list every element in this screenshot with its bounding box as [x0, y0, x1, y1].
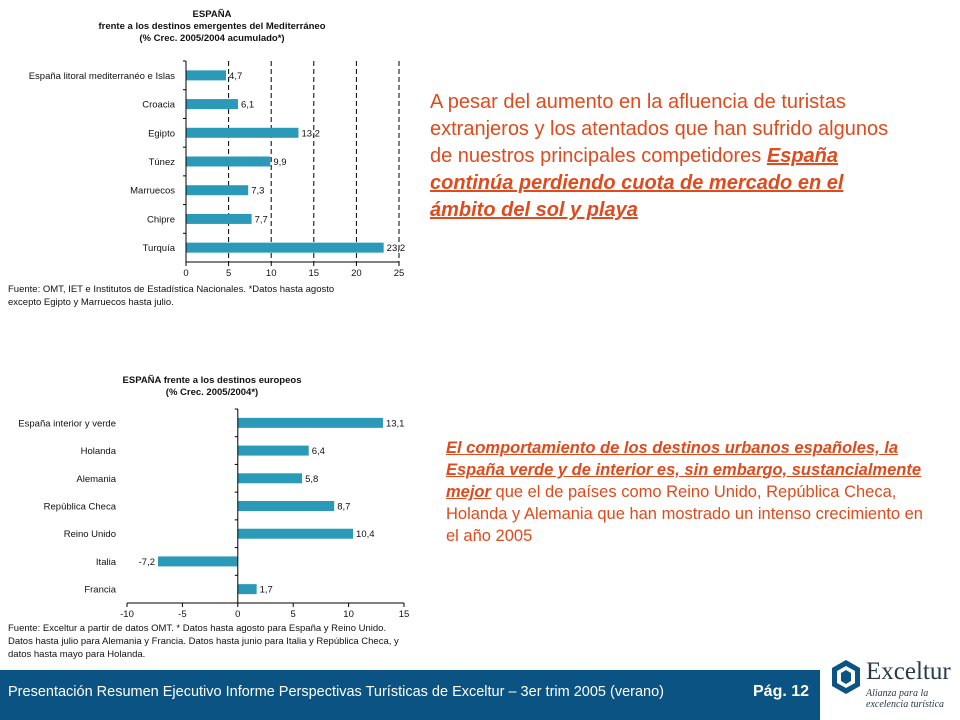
- chart2-bar-republica-checa: [237, 501, 335, 511]
- chart2-bar-italia: [158, 556, 238, 567]
- footer-bar: Presentación Resumen Ejecutivo Informe P…: [0, 670, 820, 720]
- chart2-category-label-alemania: Alemania: [76, 474, 116, 485]
- chart1-value-label-croacia: 6,1: [241, 100, 254, 111]
- chart1-category-label-croacia: Croacia: [142, 100, 175, 111]
- chart1-category-label-turquia: Turquía: [143, 243, 176, 254]
- exceltur-logo: Exceltur Alianza para la excelencia turí…: [828, 650, 960, 720]
- european-bar-chart: ESPAÑA frente a los destinos europeos(% …: [18, 375, 410, 620]
- chart1-category-label-espana-litoral-mediterraneo-e-islas: España litoral mediterranéo e Islas: [29, 71, 176, 82]
- chart1-value-label-turquia: 23,2: [387, 243, 406, 254]
- chart2-bar-alemania: [237, 473, 303, 484]
- chart1-x-tick-label-15: 15: [309, 268, 320, 279]
- commentary-urban-destinations: El comportamiento de los destinos urbano…: [446, 437, 926, 547]
- chart2-bar-espana-interior-y-verde: [237, 417, 383, 428]
- chart2-category-label-holanda: Holanda: [81, 446, 117, 457]
- chart2-category-label-francia: Francia: [84, 585, 116, 596]
- chart2-value-label-italia: -7,2: [139, 557, 155, 568]
- chart1-bar-espana-litoral-mediterraneo-e-islas: [186, 70, 227, 81]
- chart2-category-label-espana-interior-y-verde: España interior y verde: [18, 418, 116, 429]
- chart1-title-line-2: frente a los destinos emergentes del Med…: [98, 21, 325, 32]
- chart2-x-tick-label--5: -5: [178, 609, 186, 620]
- logo-tagline: Alianza para la excelencia turística: [866, 688, 945, 710]
- chart1-bar-tunez: [186, 156, 271, 167]
- chart1-title-line-1: ESPAÑA: [193, 9, 232, 20]
- chart2-category-label-republica-checa: República Checa: [44, 502, 117, 513]
- chart1-value-label-marruecos: 7,3: [251, 186, 264, 197]
- chart1-value-label-tunez: 9,9: [273, 157, 286, 168]
- chart2-value-label-espana-interior-y-verde: 13,1: [386, 418, 405, 429]
- page-number: Pág. 12: [753, 683, 810, 700]
- chart2-x-tick-label-5: 5: [291, 609, 296, 620]
- chart1-source-note: Fuente: OMT, IET e Institutos de Estadís…: [8, 284, 335, 308]
- commentary1-emphasis: España continúa perdiendo cuota de merca…: [430, 145, 844, 221]
- chart2-bar-holanda: [237, 445, 309, 456]
- chart2-x-tick-label-10: 10: [343, 609, 354, 620]
- chart1-category-label-egipto: Egipto: [148, 128, 175, 139]
- logo-name: Exceltur: [866, 658, 951, 685]
- chart1-title-line-3: (% Crec. 2005/2004 acumulado*): [139, 33, 284, 44]
- chart2-value-label-francia: 1,7: [260, 585, 273, 596]
- chart2-bar-francia: [237, 584, 257, 595]
- chart2-x-tick-label-15: 15: [399, 609, 410, 620]
- chart1-value-label-egipto: 13,2: [301, 128, 320, 139]
- chart2-value-label-reino-unido: 10,4: [356, 529, 375, 540]
- chart2-value-label-holanda: 6,4: [312, 446, 325, 457]
- chart2-category-label-italia: Italia: [96, 557, 117, 568]
- chart2-x-tick-label--10: -10: [120, 609, 134, 620]
- commentary-sun-and-beach: A pesar del aumento en la afluencia de t…: [430, 89, 900, 224]
- chart2-x-tick-label-0: 0: [235, 609, 240, 620]
- chart1-x-tick-label-0: 0: [183, 268, 188, 279]
- chart1-x-tick-label-10: 10: [266, 268, 277, 279]
- commentary1-plain: A pesar del aumento en la afluencia de t…: [430, 91, 889, 167]
- chart2-title-line-1: ESPAÑA frente a los destinos europeos: [123, 375, 302, 386]
- chart1-bar-chipre: [186, 213, 252, 224]
- chart1-value-label-chipre: 7,7: [255, 214, 268, 225]
- chart1-category-label-tunez: Túnez: [149, 157, 176, 168]
- chart2-source-note: Fuente: Exceltur a partir de datos OMT. …: [8, 623, 399, 660]
- chart1-bar-marruecos: [186, 185, 249, 196]
- chart1-category-label-chipre: Chipre: [147, 214, 175, 225]
- chart1-category-label-marruecos: Marruecos: [130, 186, 175, 197]
- chart1-bar-croacia: [186, 99, 238, 110]
- chart2-category-label-reino-unido: Reino Unido: [64, 529, 116, 540]
- commentary2-plain: que el de países como Reino Unido, Repúb…: [446, 483, 923, 545]
- chart1-bar-egipto: [186, 127, 299, 138]
- chart2-bar-reino-unido: [237, 528, 354, 539]
- chart1-x-tick-label-5: 5: [226, 268, 231, 279]
- chart1-value-label-espana-litoral-mediterraneo-e-islas: 4,7: [229, 71, 242, 82]
- commentary2-emphasis: El comportamiento de los destinos urbano…: [446, 439, 922, 501]
- footer-title: Presentación Resumen Ejecutivo Informe P…: [8, 684, 665, 700]
- chart2-value-label-republica-checa: 8,7: [337, 502, 350, 513]
- chart1-x-tick-label-20: 20: [351, 268, 362, 279]
- chart2-value-label-alemania: 5,8: [305, 474, 318, 485]
- chart1-x-tick-label-25: 25: [394, 268, 405, 279]
- chart1-bar-turquia: [186, 242, 384, 253]
- chart2-title-line-2: (% Crec. 2005/2004*): [166, 387, 258, 398]
- exceltur-logo-icon: [832, 660, 860, 694]
